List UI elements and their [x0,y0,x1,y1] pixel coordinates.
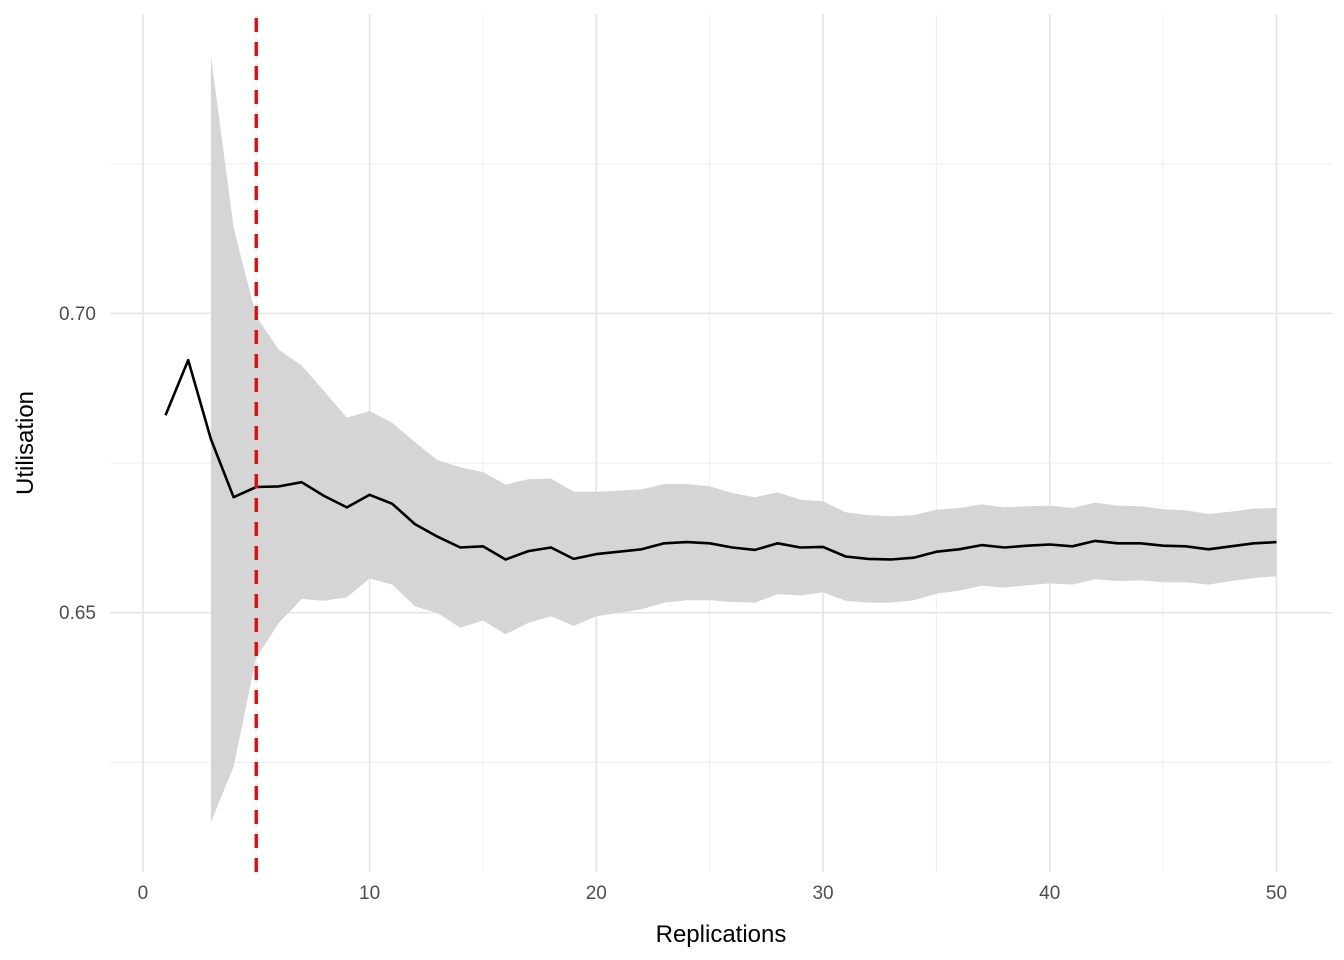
y-tick-label: 0.70 [59,304,96,325]
x-axis-title: Replications [656,921,787,948]
x-tick-labels: 0 10 20 30 40 50 [138,883,1287,904]
x-tick-label: 50 [1266,883,1287,904]
x-tick-label: 40 [1039,883,1060,904]
x-tick-label: 10 [359,883,380,904]
mean-line [164,358,1277,561]
y-axis-title: Utilisation [12,391,39,495]
y-tick-label: 0.65 [59,603,96,624]
grid-major [110,14,1332,872]
x-tick-label: 20 [586,883,607,904]
x-tick-label: 30 [812,883,833,904]
y-tick-labels: 0.65 0.70 [59,304,96,624]
x-tick-label: 0 [138,883,149,904]
